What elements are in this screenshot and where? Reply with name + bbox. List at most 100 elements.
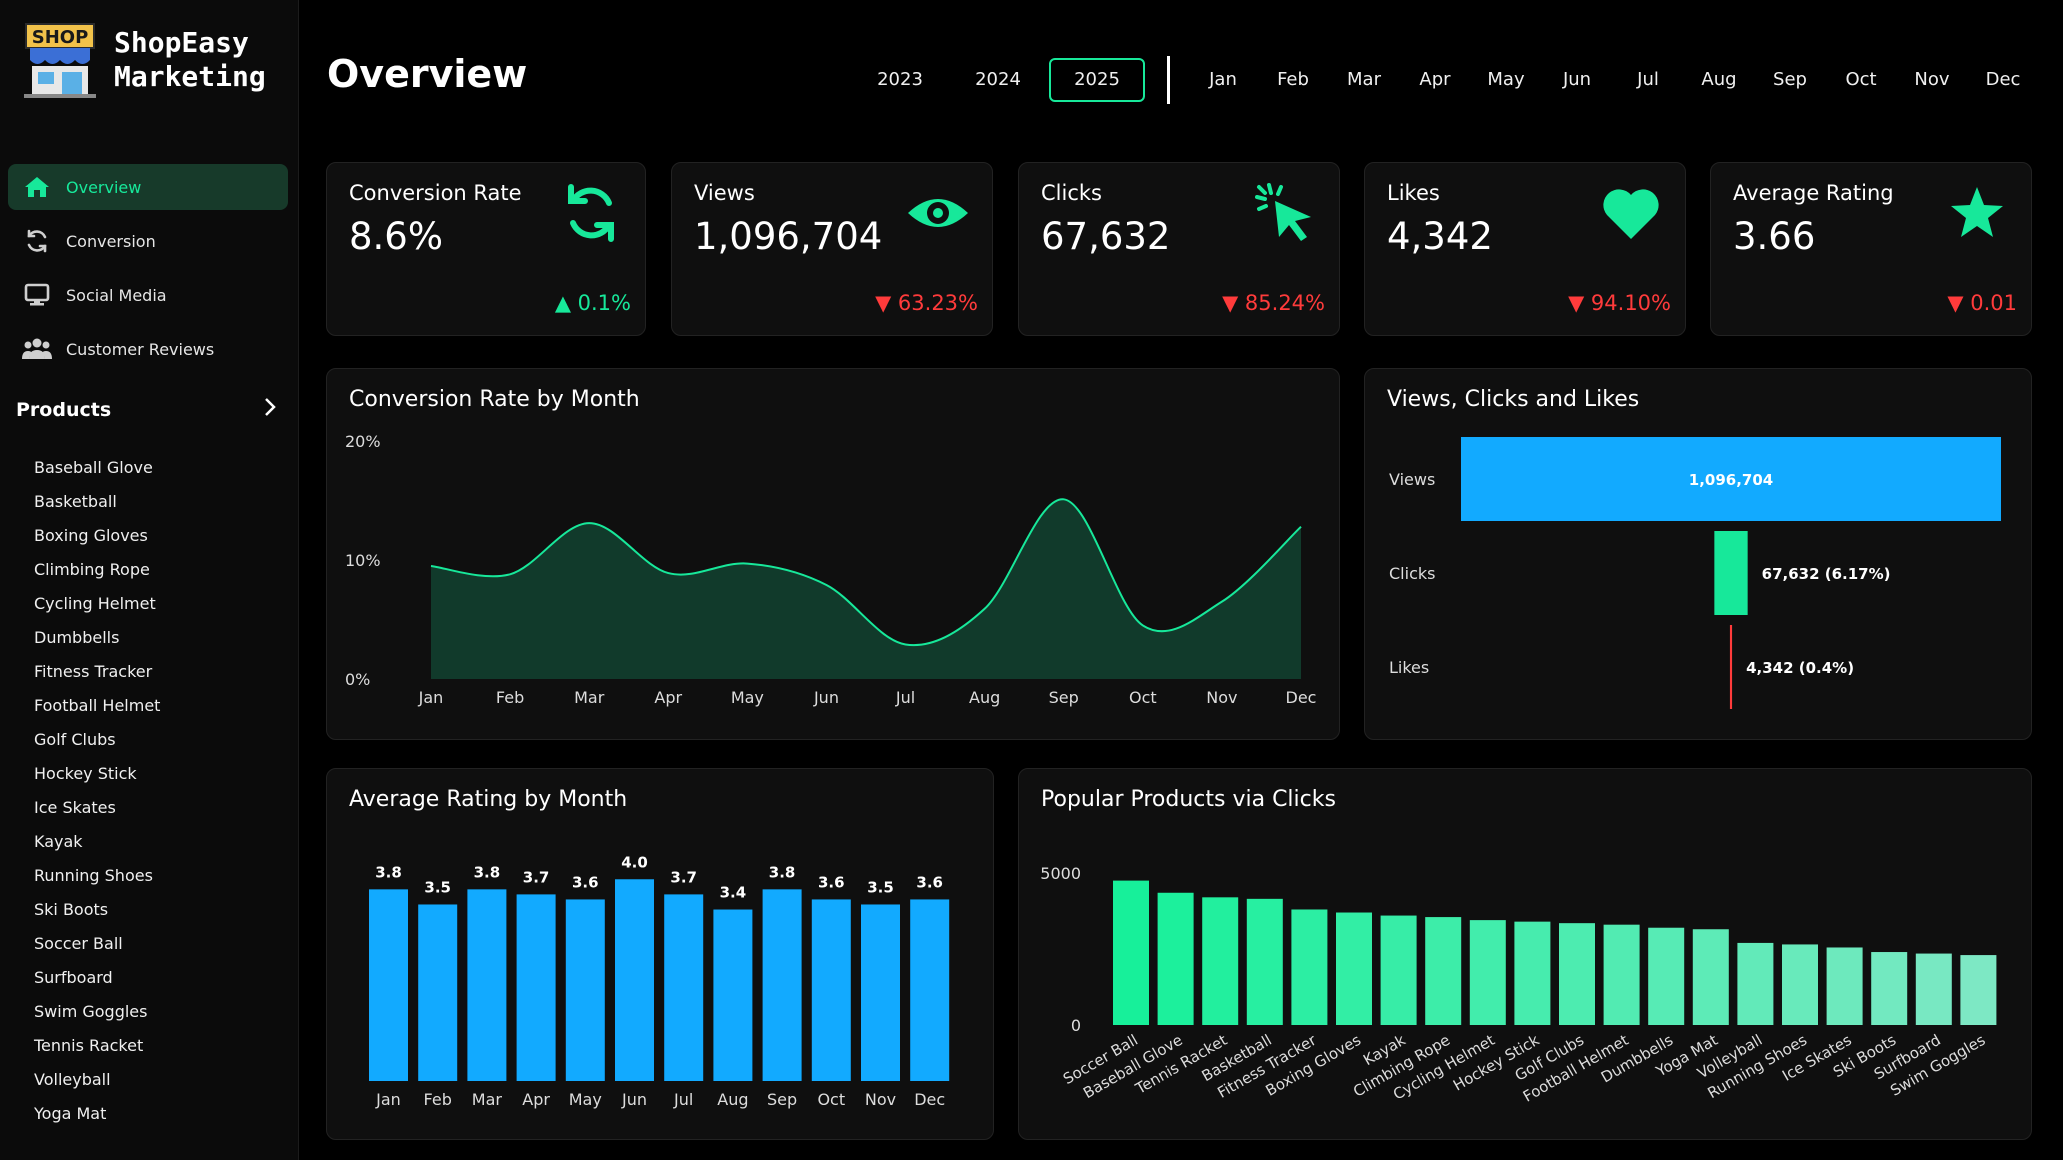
product-bar	[1915, 953, 1952, 1025]
refresh-icon	[568, 184, 614, 242]
heart-icon	[1603, 189, 1659, 239]
eye-icon	[908, 199, 968, 227]
app-logo[interactable]: SHOP ShopEasy Marketing	[20, 20, 266, 100]
rating-bar	[861, 904, 900, 1081]
product-item[interactable]: Running Shoes	[34, 866, 153, 885]
product-bar	[1826, 947, 1863, 1025]
product-item[interactable]: Boxing Gloves	[34, 526, 148, 545]
nav-item-overview[interactable]: Overview	[8, 164, 288, 210]
rating-bar	[418, 904, 458, 1081]
product-bar	[1469, 920, 1506, 1025]
product-item[interactable]: Soccer Ball	[34, 934, 123, 953]
rating-bar	[615, 879, 654, 1081]
month-tab-nov[interactable]: Nov	[1914, 69, 1950, 90]
x-tick-label: Apr	[522, 1090, 550, 1109]
product-bar	[1336, 912, 1372, 1025]
month-tab-jun[interactable]: Jun	[1562, 69, 1592, 90]
area-fill	[431, 499, 1301, 679]
app-title-line2: Marketing	[114, 60, 266, 93]
product-item[interactable]: Swim Goggles	[34, 1002, 148, 1021]
nav-item-conversion[interactable]: Conversion	[8, 218, 288, 264]
rating-bar	[910, 899, 950, 1081]
product-item[interactable]: Hockey Stick	[34, 764, 137, 783]
kpi-change-value: 0.01	[1970, 291, 2017, 315]
product-bar	[1737, 942, 1774, 1025]
shop-icon: SHOP	[24, 23, 96, 98]
product-item[interactable]: Climbing Rope	[34, 560, 150, 579]
x-tick-label: Sep	[767, 1090, 797, 1109]
funnel-data-label: 67,632 (6.17%)	[1762, 565, 1891, 583]
product-item[interactable]: Kayak	[34, 832, 83, 851]
home-icon	[22, 174, 52, 200]
product-item[interactable]: Fitness Tracker	[34, 662, 153, 681]
year-tab-2023[interactable]: 2023	[877, 69, 923, 90]
x-tick-label: Sep	[1049, 688, 1079, 707]
kpi-value: 3.66	[1733, 215, 1816, 258]
product-item[interactable]: Football Helmet	[34, 696, 161, 715]
rating-data-label: 3.7	[670, 868, 697, 886]
product-item[interactable]: Yoga Mat	[34, 1104, 107, 1123]
product-bar	[1380, 915, 1417, 1025]
product-bar	[1603, 924, 1640, 1025]
year-tab-2025[interactable]: 2025	[1049, 58, 1145, 102]
rating-bar	[762, 889, 802, 1081]
kpi-card-clicks: Clicks 67,632 ▼ 85.24%	[1018, 162, 1340, 336]
funnel-category-label: Clicks	[1389, 564, 1435, 583]
page-title: Overview	[327, 52, 528, 96]
month-tab-jul[interactable]: Jul	[1637, 69, 1659, 90]
product-item[interactable]: Baseball Glove	[34, 458, 153, 477]
products-section-toggle[interactable]: Products	[16, 396, 278, 423]
rating-bar	[811, 899, 851, 1081]
shop-sign-text: SHOP	[32, 27, 89, 48]
x-tick-label: Aug	[969, 688, 1000, 707]
rating-data-label: 3.5	[867, 878, 894, 896]
kpi-title: Views	[694, 181, 755, 205]
product-bar	[1157, 892, 1194, 1025]
product-item[interactable]: Cycling Helmet	[34, 594, 156, 613]
month-tab-dec[interactable]: Dec	[1985, 69, 2021, 90]
rating-data-label: 3.6	[572, 873, 599, 891]
main-nav: Overview Conversion Social Media Custome…	[8, 164, 288, 380]
kpi-card-average-rating: Average Rating 3.66 ▼ 0.01	[1710, 162, 2032, 336]
kpi-change-value: 85.24%	[1244, 291, 1325, 315]
funnel-category-label: Likes	[1389, 658, 1429, 677]
product-bar	[1871, 952, 1908, 1025]
year-tab-2024[interactable]: 2024	[975, 69, 1021, 90]
month-tab-jan[interactable]: Jan	[1209, 69, 1237, 90]
kpi-change: ▼ 85.24%	[1222, 291, 1325, 315]
x-tick-label: Jul	[895, 688, 915, 707]
conversion-rate-chart: 0% 10% 20% Jan Feb Mar Apr May Jun Jul Aug Sep Oct No…	[345, 432, 1316, 707]
product-item[interactable]: Surfboard	[34, 968, 113, 987]
kpi-title: Clicks	[1041, 181, 1102, 205]
month-tab-oct[interactable]: Oct	[1845, 69, 1877, 90]
average-rating-chart-card: Average Rating by Month 3.8 Jan 3.5 Feb 3.8 M…	[326, 768, 994, 1140]
month-tab-feb[interactable]: Feb	[1277, 69, 1309, 90]
x-tick-label: Nov	[865, 1090, 896, 1109]
product-bar	[1246, 898, 1283, 1025]
product-item[interactable]: Ice Skates	[34, 798, 116, 817]
nav-item-label: Customer Reviews	[66, 339, 215, 359]
month-tab-mar[interactable]: Mar	[1347, 69, 1381, 90]
nav-item-social-media[interactable]: Social Media	[8, 272, 288, 318]
funnel-bar	[1714, 531, 1748, 615]
funnel-bar	[1729, 625, 1733, 709]
product-item[interactable]: Dumbbells	[34, 628, 120, 647]
month-tab-sep[interactable]: Sep	[1773, 69, 1807, 90]
product-item[interactable]: Tennis Racket	[34, 1036, 144, 1055]
month-tab-apr[interactable]: Apr	[1419, 69, 1451, 90]
refresh-icon	[22, 228, 52, 254]
kpi-card-conversion-rate: Conversion Rate 8.6% ▲ 0.1%	[326, 162, 646, 336]
month-tab-may[interactable]: May	[1487, 69, 1525, 90]
month-tab-aug[interactable]: Aug	[1701, 69, 1737, 90]
product-item[interactable]: Volleyball	[34, 1070, 111, 1089]
rating-data-label: 3.8	[769, 863, 796, 881]
product-item[interactable]: Ski Boots	[34, 900, 109, 919]
x-tick-label: Jul	[673, 1090, 693, 1109]
nav-item-label: Overview	[66, 177, 142, 197]
nav-item-customer-reviews[interactable]: Customer Reviews	[8, 326, 288, 372]
product-item[interactable]: Basketball	[34, 492, 117, 511]
product-item[interactable]: Golf Clubs	[34, 730, 116, 749]
monitor-icon	[22, 282, 52, 308]
chart-title: Average Rating by Month	[349, 787, 628, 812]
